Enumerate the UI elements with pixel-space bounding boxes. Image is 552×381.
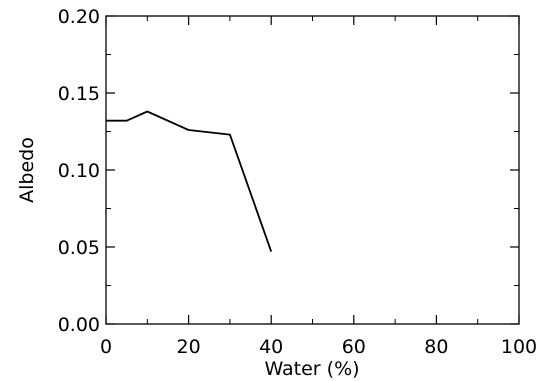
y-tick-label: 0.10 (58, 160, 100, 182)
x-tick-label: 100 (501, 336, 537, 358)
y-tick-label: 0.00 (58, 314, 100, 336)
series-layer (106, 110, 273, 252)
y-tick-labels: 0.00 0.05 0.10 0.15 0.20 (58, 6, 100, 336)
y-tick-label: 0.15 (58, 83, 100, 105)
y-tick-label: 0.05 (58, 237, 100, 259)
x-axis-label: Water (%) (264, 358, 359, 380)
x-tick-labels: 0 20 40 60 80 100 (100, 336, 537, 358)
x-ticks (105, 16, 520, 324)
x-tick-label: 80 (424, 336, 448, 358)
plot-frame (105, 15, 520, 325)
y-tick-label: 0.20 (58, 6, 100, 28)
x-tick-label: 40 (259, 336, 283, 358)
x-tick-label: 0 (100, 336, 112, 358)
y-axis-label: Albedo (16, 137, 38, 203)
x-tick-label: 60 (342, 336, 366, 358)
x-tick-label: 20 (177, 336, 201, 358)
series-line (106, 110, 273, 252)
y-ticks (106, 15, 519, 325)
